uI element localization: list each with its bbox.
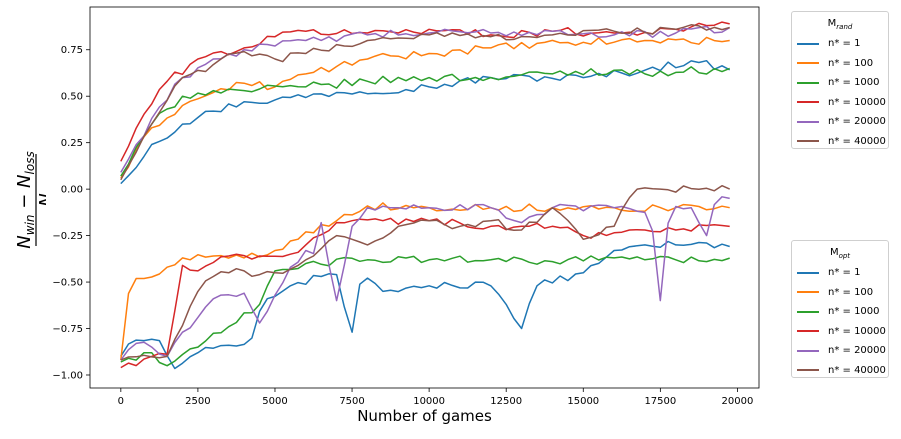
legend-rand: Mrand n* = 1 n* = 100 n* = 1000 n* = 100…	[791, 11, 889, 149]
series-line-rand-3	[120, 21, 730, 162]
series-line-opt-11	[120, 184, 731, 361]
x-tick-label: 12500	[490, 396, 522, 407]
legend-item: n* = 100	[792, 54, 888, 74]
legend-swatch	[797, 81, 819, 84]
series-line-rand-2	[120, 66, 730, 177]
legend-item: n* = 1000	[792, 302, 888, 322]
y-axis-ticks: −1.00 −0.75 −0.50 −0.25 0.00 0.25 0.50 0.75	[52, 45, 90, 381]
svg-text:Nwin − Nloss: Nwin − Nloss	[14, 151, 37, 248]
x-tick-label: 7500	[339, 396, 364, 407]
x-tick-label: 10000	[413, 396, 445, 407]
svg-text:N: N	[36, 193, 46, 206]
x-axis-label: Number of games	[357, 407, 492, 425]
legend-rand-title: Mrand	[827, 18, 853, 31]
legend-opt-title: Mopt	[829, 247, 851, 260]
legend-swatch	[797, 330, 819, 333]
y-tick-label: 0.50	[61, 92, 83, 103]
series-line-opt-10	[120, 196, 730, 361]
series-line-rand-5	[120, 24, 730, 181]
series-lines	[120, 21, 731, 370]
y-tick-label: −1.00	[52, 370, 83, 381]
legend-item: n* = 1	[792, 263, 888, 283]
x-tick-label: 5000	[262, 396, 287, 407]
x-tick-label: 0	[118, 396, 124, 407]
x-tick-label: 17500	[644, 396, 676, 407]
y-tick-label: 0.25	[61, 138, 83, 149]
y-tick-label: 0.75	[61, 45, 83, 56]
legend-swatch	[797, 120, 819, 123]
legend-swatch	[797, 42, 819, 45]
legend-item: n* = 1	[792, 34, 888, 54]
y-tick-label: 0.00	[61, 185, 83, 196]
series-line-opt-8	[120, 255, 730, 367]
legend-item: n* = 40000	[792, 132, 888, 152]
series-line-rand-0	[120, 59, 731, 185]
legend-item: n* = 40000	[792, 361, 888, 381]
x-tick-label: 2500	[185, 396, 210, 407]
legend-swatch	[797, 271, 819, 274]
y-tick-label: −0.50	[52, 278, 83, 289]
x-tick-label: 15000	[567, 396, 599, 407]
legend-swatch	[797, 369, 819, 372]
legend-swatch	[797, 349, 819, 352]
legend-swatch	[797, 310, 819, 313]
series-line-opt-9	[120, 217, 730, 369]
legend-item: n* = 20000	[792, 112, 888, 132]
legend-item: n* = 100	[792, 283, 888, 303]
legend-swatch	[797, 62, 819, 65]
y-axis-label: Nwin − Nloss N	[14, 151, 46, 248]
legend-item: n* = 10000	[792, 93, 888, 113]
legend-swatch	[797, 291, 819, 294]
legend-item: n* = 1000	[792, 73, 888, 93]
series-line-rand-1	[120, 36, 730, 179]
legend-item: n* = 10000	[792, 322, 888, 342]
x-axis-ticks: 0 2500 5000 7500 10000 12500 15000 17500 20000	[118, 388, 754, 407]
legend-swatch	[797, 140, 819, 143]
legend-opt: Mopt n* = 1 n* = 100 n* = 1000 n* = 1000…	[791, 240, 889, 378]
y-tick-label: −0.25	[52, 231, 83, 242]
x-tick-label: 20000	[722, 396, 754, 407]
y-tick-label: −0.75	[52, 324, 83, 335]
legend-swatch	[797, 101, 819, 104]
legend-item: n* = 20000	[792, 341, 888, 361]
series-line-opt-6	[120, 240, 730, 370]
